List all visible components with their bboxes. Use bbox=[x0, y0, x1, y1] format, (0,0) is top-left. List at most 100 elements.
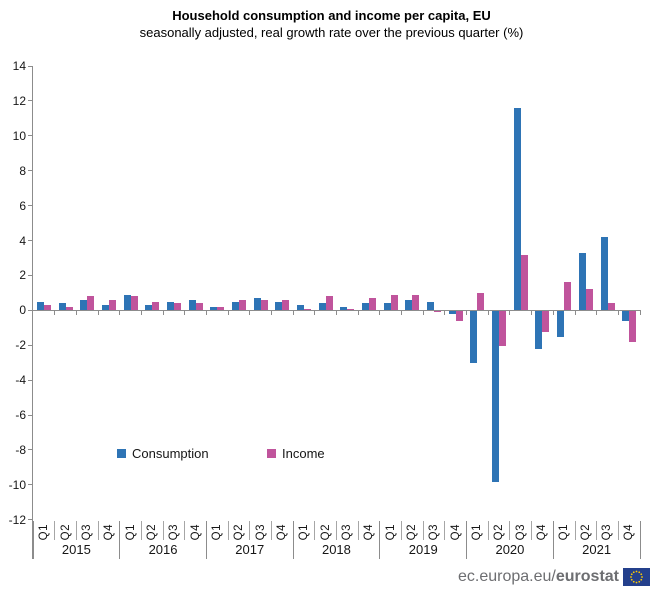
consumption-bar bbox=[492, 310, 500, 482]
year-label: 2021 bbox=[582, 542, 612, 557]
eu-flag-icon bbox=[623, 568, 650, 586]
quarter-label-text: Q1 bbox=[37, 523, 50, 541]
consumption-bar bbox=[362, 303, 369, 311]
footer: ec.europa.eu/eurostat bbox=[458, 568, 650, 586]
income-bar bbox=[108, 299, 116, 311]
year-separator bbox=[32, 521, 34, 559]
consumption-bar bbox=[101, 305, 109, 311]
quarter-label: Q1 bbox=[206, 520, 228, 544]
quarter-label: Q2 bbox=[575, 520, 597, 544]
y-axis-label: -10 bbox=[8, 477, 26, 492]
income-bar bbox=[542, 310, 550, 332]
y-axis-tick bbox=[28, 309, 32, 311]
y-axis-label: -8 bbox=[15, 442, 26, 457]
y-axis-tick bbox=[28, 240, 32, 241]
quarter-label-text: Q1 bbox=[471, 523, 484, 541]
quarter-separator bbox=[54, 521, 56, 540]
income-bar bbox=[585, 289, 593, 311]
quarter-tick bbox=[357, 310, 359, 316]
income-bar bbox=[260, 299, 268, 311]
quarter-label-text: Q4 bbox=[102, 523, 115, 541]
quarter-label: Q4 bbox=[185, 520, 207, 544]
year-separator bbox=[639, 521, 641, 559]
income-swatch-icon bbox=[267, 449, 276, 458]
chart-title: Household consumption and income per cap… bbox=[172, 8, 491, 23]
quarter-tick bbox=[639, 310, 641, 316]
quarter-tick bbox=[617, 310, 619, 316]
quarter-label-text: Q4 bbox=[189, 523, 202, 541]
legend-label-consumption: Consumption bbox=[132, 446, 209, 461]
quarter-tick bbox=[509, 310, 511, 316]
quarter-label: Q4 bbox=[98, 520, 120, 544]
y-axis-tick bbox=[28, 449, 32, 451]
quarter-label: Q3 bbox=[510, 520, 532, 544]
y-axis-label: -2 bbox=[15, 338, 26, 353]
quarter-label: Q2 bbox=[488, 520, 510, 544]
y-axis-tick bbox=[28, 205, 32, 207]
year-separator bbox=[552, 521, 554, 559]
y-axis-label: 2 bbox=[19, 268, 26, 283]
income-bar bbox=[325, 296, 333, 311]
quarter-label: Q4 bbox=[272, 520, 294, 544]
income-bar bbox=[520, 254, 528, 311]
quarter-separator bbox=[401, 521, 402, 540]
quarter-label: Q4 bbox=[445, 520, 467, 544]
quarter-tick bbox=[336, 310, 337, 316]
consumption-bar bbox=[297, 305, 304, 311]
quarter-label: Q1 bbox=[120, 520, 142, 544]
quarter-label: Q4 bbox=[532, 520, 554, 544]
income-bar bbox=[390, 294, 398, 311]
y-axis-tick bbox=[28, 65, 32, 67]
y-axis-tick bbox=[28, 135, 32, 137]
income-bar bbox=[304, 308, 311, 311]
income-bar bbox=[238, 299, 246, 311]
consumption-bar bbox=[210, 306, 218, 311]
consumption-bar bbox=[318, 303, 326, 311]
quarter-tick bbox=[249, 310, 251, 316]
y-axis-tick bbox=[28, 100, 32, 102]
legend-item-income: Income bbox=[267, 446, 325, 461]
year-separator bbox=[292, 521, 294, 559]
consumption-bar bbox=[405, 299, 413, 311]
quarter-tick bbox=[466, 310, 468, 316]
quarter-label: Q1 bbox=[553, 520, 575, 544]
quarter-label: Q2 bbox=[402, 520, 424, 544]
y-axis-label: 8 bbox=[19, 163, 26, 178]
quarter-tick bbox=[314, 310, 316, 316]
quarter-label: Q2 bbox=[315, 520, 337, 544]
legend-label-income: Income bbox=[282, 446, 325, 461]
consumption-bar bbox=[123, 294, 131, 311]
consumption-bar bbox=[557, 310, 565, 337]
quarter-separator bbox=[422, 521, 424, 540]
quarter-separator bbox=[75, 521, 77, 540]
income-bar bbox=[477, 292, 485, 311]
quarter-label-text: Q4 bbox=[536, 523, 549, 541]
income-bar bbox=[455, 310, 463, 322]
consumption-bar bbox=[600, 237, 608, 311]
income-bar bbox=[217, 306, 225, 311]
quarter-tick bbox=[140, 310, 142, 316]
y-axis-label: 0 bbox=[19, 303, 26, 318]
quarter-separator bbox=[487, 521, 489, 540]
quarter-label-text: Q1 bbox=[211, 523, 224, 541]
quarter-label: Q2 bbox=[228, 520, 250, 544]
quarter-tick bbox=[54, 310, 56, 316]
year-separator bbox=[466, 521, 468, 559]
year-separator bbox=[205, 521, 207, 559]
quarter-label: Q3 bbox=[423, 520, 445, 544]
consumption-bar bbox=[188, 299, 196, 311]
year-separator bbox=[119, 521, 121, 559]
income-bar bbox=[152, 301, 160, 311]
consumption-bar bbox=[275, 301, 283, 311]
income-bar bbox=[347, 308, 355, 311]
quarter-tick bbox=[531, 310, 533, 316]
quarter-tick bbox=[379, 310, 381, 316]
quarter-separator bbox=[227, 521, 229, 540]
consumption-bar bbox=[340, 306, 348, 311]
y-axis-tick bbox=[28, 274, 32, 276]
y-axis-tick bbox=[28, 414, 32, 416]
quarter-tick bbox=[292, 310, 294, 316]
quarter-label-text: Q3 bbox=[167, 523, 180, 541]
y-axis-label: 6 bbox=[19, 198, 26, 213]
